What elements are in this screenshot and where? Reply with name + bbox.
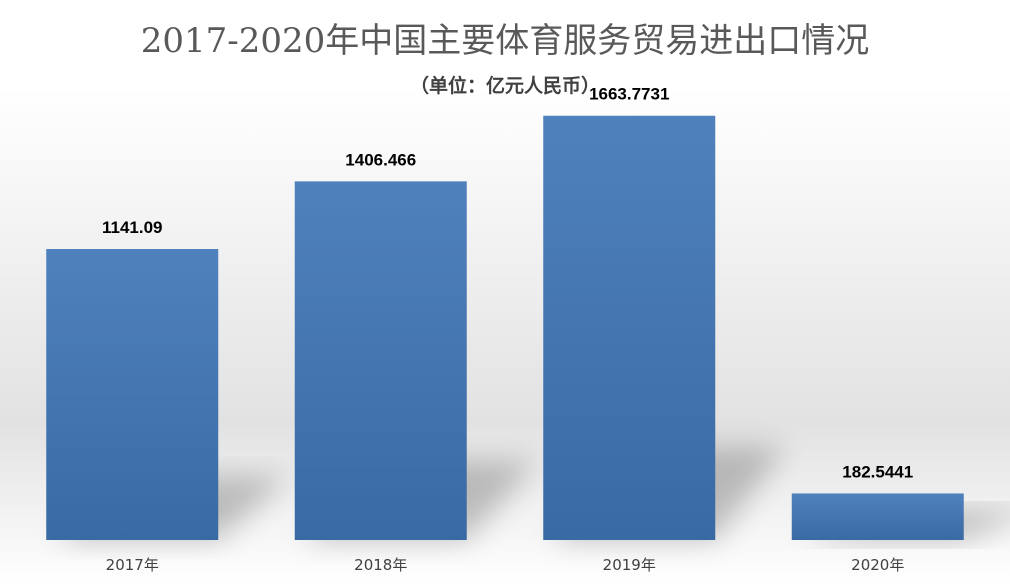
data-label: 1406.466 (345, 150, 416, 169)
x-tick-label: 2018年 (354, 556, 407, 574)
chart-subtitle: （单位：亿元人民币） (410, 74, 600, 97)
data-labels: 1141.09 1406.466 1663.7731 182.5441 (102, 85, 913, 482)
bar-2020年 (791, 493, 964, 540)
bar-2018年 (294, 181, 467, 540)
data-label: 182.5441 (842, 462, 913, 481)
x-axis-tick-labels: 2017年 2018年 2019年 2020年 (106, 556, 905, 574)
x-tick-label: 2017年 (106, 556, 159, 574)
bars (46, 115, 964, 541)
chart-title: 2017-2020年中国主要体育服务贸易进出口情况 (141, 21, 870, 61)
data-label: 1663.7731 (589, 85, 669, 104)
x-tick-label: 2019年 (603, 556, 656, 574)
bar-2019年 (543, 115, 716, 541)
x-tick-label: 2020年 (851, 556, 904, 574)
bar-2017年 (46, 249, 219, 541)
data-label: 1141.09 (102, 218, 163, 237)
